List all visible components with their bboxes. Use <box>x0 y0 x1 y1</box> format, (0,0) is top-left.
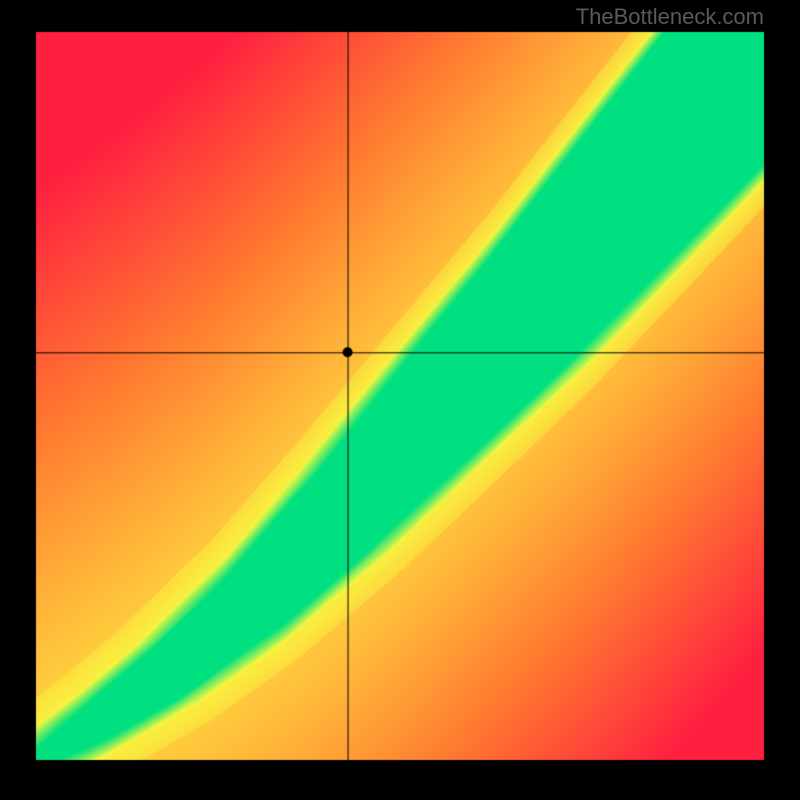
heatmap-canvas <box>0 0 800 800</box>
chart-container: TheBottleneck.com <box>0 0 800 800</box>
watermark-text: TheBottleneck.com <box>576 4 764 30</box>
